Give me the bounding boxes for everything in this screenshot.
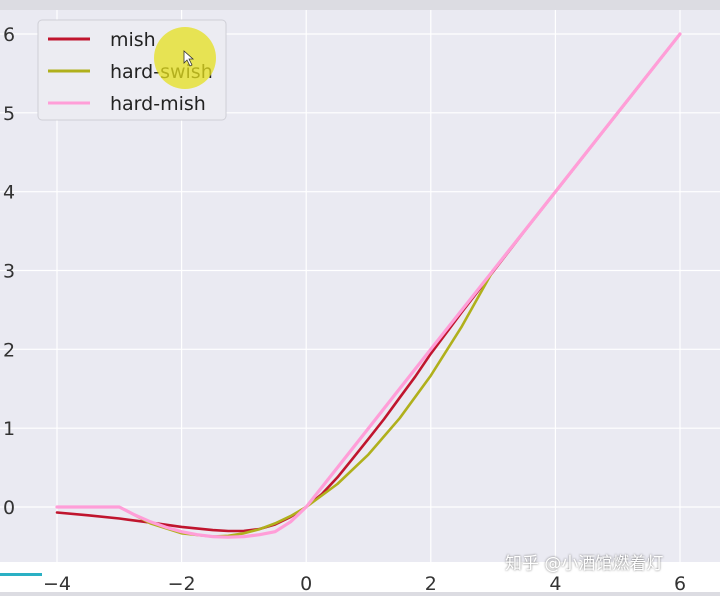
y-tick-label: 3 bbox=[3, 261, 15, 283]
x-tick-label: −2 bbox=[168, 573, 196, 592]
legend-label: mish bbox=[110, 29, 156, 51]
y-tick-label: 0 bbox=[3, 497, 15, 519]
bottom-strip bbox=[0, 562, 720, 592]
legend-label: hard-mish bbox=[110, 93, 206, 115]
x-tick-label: 6 bbox=[674, 573, 686, 592]
y-tick-label: 5 bbox=[3, 103, 15, 125]
y-tick-label: 6 bbox=[3, 24, 15, 46]
progress-accent bbox=[0, 573, 42, 576]
y-tick-label: 2 bbox=[3, 339, 15, 361]
x-tick-label: 2 bbox=[425, 573, 437, 592]
x-tick-label: 0 bbox=[300, 573, 312, 592]
mouse-pointer-icon bbox=[183, 50, 195, 67]
series-line-hard-mish bbox=[55, 32, 682, 539]
y-tick-label: 4 bbox=[3, 182, 15, 204]
x-tick-label: −4 bbox=[43, 573, 71, 592]
x-tick-label: 4 bbox=[549, 573, 561, 592]
watermark: 知乎 @小酒馆燃着灯 bbox=[505, 554, 664, 574]
y-tick-label: 1 bbox=[3, 418, 15, 440]
